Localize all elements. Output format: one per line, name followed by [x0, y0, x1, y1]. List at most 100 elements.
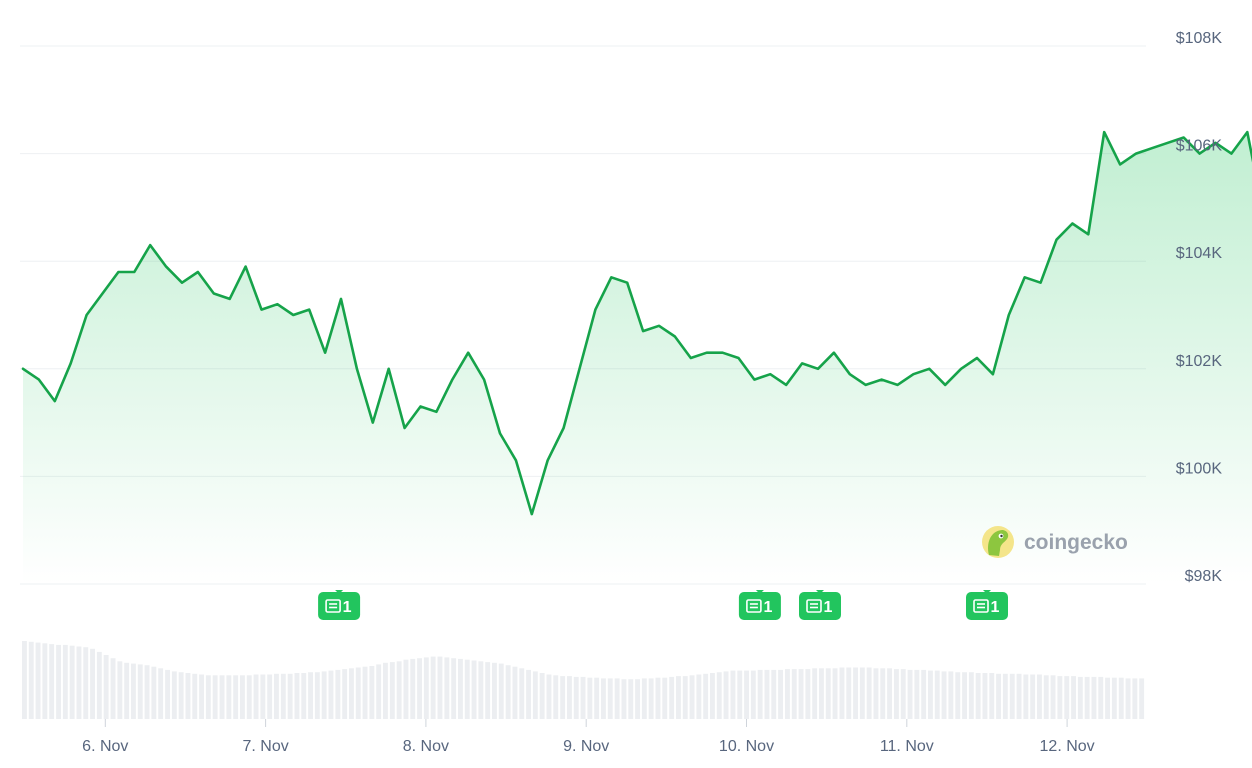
- volume-bar: [880, 668, 886, 719]
- news-count: 1: [991, 599, 1000, 616]
- price-line[interactable]: [21, 130, 1252, 516]
- volume-bar: [90, 648, 95, 719]
- volume-bar: [641, 678, 647, 719]
- volume-bar: [444, 657, 450, 719]
- x-tick-label: 12. Nov: [1040, 738, 1095, 755]
- coingecko-watermark: coingecko: [982, 526, 1128, 558]
- news-badge-pointer: [983, 590, 991, 594]
- volume-bar: [512, 666, 518, 719]
- newspaper-icon: [806, 599, 822, 613]
- volume-bar: [989, 673, 995, 719]
- volume-bar: [526, 669, 531, 719]
- news-marker[interactable]: 1: [799, 590, 841, 620]
- volume-bar: [655, 677, 661, 719]
- volume-bar: [56, 644, 61, 719]
- volume-bar: [941, 671, 947, 719]
- volume-bar: [539, 673, 545, 719]
- volume-bar: [376, 664, 382, 719]
- volume-bar: [601, 678, 606, 719]
- volume-bar: [42, 643, 48, 719]
- volume-bar: [369, 666, 375, 719]
- volume-bar: [900, 669, 906, 719]
- volume-bar: [76, 646, 82, 719]
- volume-bar: [1071, 676, 1076, 719]
- volume-bar: [621, 679, 627, 719]
- volume-bar: [1057, 676, 1063, 719]
- volume-bar: [594, 677, 600, 719]
- volume-bar: [246, 675, 252, 719]
- volume-bar: [294, 673, 300, 719]
- volume-bar: [389, 662, 395, 719]
- y-tick-label: $98K: [1185, 568, 1223, 585]
- volume-bar: [308, 672, 313, 719]
- volume-bar: [1098, 676, 1104, 719]
- volume-bar: [219, 675, 225, 719]
- newspaper-icon: [973, 599, 989, 613]
- volume-bar: [648, 678, 654, 719]
- news-count: 1: [343, 599, 352, 616]
- volume-bar: [287, 673, 293, 719]
- volume-bar: [996, 673, 1001, 719]
- volume-bar: [962, 672, 967, 719]
- news-marker[interactable]: 1: [738, 590, 781, 620]
- volume-bar: [1002, 673, 1008, 719]
- volume-bar: [866, 667, 872, 719]
- volume-bar: [1118, 677, 1124, 719]
- volume-bar: [723, 671, 729, 719]
- volume-bar: [907, 669, 913, 719]
- news-markers[interactable]: 1 1 1 1: [318, 590, 1008, 620]
- volume-bar: [519, 668, 525, 719]
- volume-bar: [267, 674, 273, 719]
- y-tick-label: $100K: [1176, 460, 1223, 477]
- volume-bar: [62, 644, 68, 719]
- news-marker[interactable]: 1: [318, 590, 361, 620]
- news-badge-pointer: [335, 590, 344, 594]
- volume-bar: [83, 647, 89, 719]
- volume-bar: [328, 670, 334, 719]
- volume-bar: [587, 677, 593, 719]
- volume-bar: [778, 669, 783, 719]
- volume-bar: [750, 670, 756, 719]
- volume-bar: [1091, 676, 1097, 719]
- news-marker[interactable]: 1: [966, 590, 1008, 620]
- volume-bar: [458, 658, 463, 719]
- volume-bar: [1030, 674, 1036, 719]
- volume-bar: [703, 673, 709, 719]
- volume-bar: [580, 676, 586, 719]
- volume-bar: [635, 679, 640, 719]
- volume-bar: [873, 668, 879, 719]
- volume-bar: [682, 676, 688, 719]
- news-badge-pointer: [816, 590, 824, 594]
- volume-bar: [1064, 676, 1070, 719]
- volume-bar: [689, 675, 695, 719]
- volume-bar: [934, 670, 940, 719]
- volume-bar: [505, 665, 511, 719]
- volume-bar: [233, 675, 239, 719]
- volume-bar: [696, 674, 702, 719]
- volume-bar: [485, 662, 491, 719]
- volume-bar: [158, 668, 164, 719]
- volume-bar: [410, 658, 416, 719]
- volume-bar: [982, 673, 988, 719]
- volume-bar: [716, 672, 722, 719]
- volume-bar: [1037, 674, 1042, 719]
- volume-bar: [335, 669, 341, 719]
- volume-bar: [567, 676, 572, 719]
- volume-bar: [437, 656, 443, 719]
- volume-bars: [22, 641, 1145, 719]
- volume-bar: [975, 673, 981, 719]
- y-tick-label: $102K: [1176, 353, 1223, 370]
- volume-bar: [471, 660, 477, 719]
- volume-bar: [178, 672, 184, 719]
- volume-bar: [342, 669, 348, 719]
- volume-bar: [1084, 676, 1090, 719]
- volume-bar: [669, 676, 675, 719]
- volume-bar: [737, 670, 743, 719]
- volume-bar: [1105, 677, 1110, 719]
- volume-bar: [151, 666, 157, 719]
- volume-bar: [532, 671, 538, 719]
- volume-bar: [1139, 678, 1145, 719]
- volume-bar: [403, 659, 409, 719]
- volume-bar: [423, 657, 429, 719]
